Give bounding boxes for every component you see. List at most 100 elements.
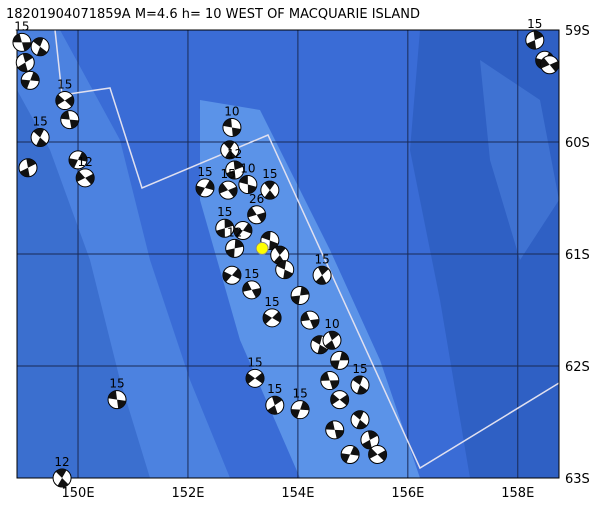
beachball-quadrant [263, 311, 282, 325]
focal-mechanism [275, 260, 295, 280]
beachball-quadrant [352, 376, 368, 395]
beachball-quadrant [223, 140, 236, 159]
beachball-quadrant [330, 351, 349, 370]
beachball-quadrant [368, 448, 387, 461]
focal-mechanism [20, 70, 40, 90]
depth-label: 15 [527, 17, 542, 31]
depth-label: 15 [314, 252, 329, 266]
focal-mechanism [368, 444, 388, 464]
graticule [17, 29, 559, 479]
focal-mechanism [225, 160, 245, 180]
focal-mechanism [322, 330, 342, 350]
beachball-quadrant [264, 181, 276, 200]
depth-label: 12 [54, 455, 69, 469]
beachball-quadrant [60, 110, 79, 129]
depth-label: 26 [249, 192, 264, 206]
focal-mechanism [245, 368, 265, 388]
depth-label: 15 [352, 362, 367, 376]
beachball-quadrant [33, 128, 47, 147]
lon-tick-label: 156E [391, 486, 424, 501]
focal-mechanism [265, 395, 285, 415]
focal-mechanism [290, 285, 310, 305]
beachball-quadrant [12, 33, 31, 51]
focal-mechanism [15, 52, 35, 72]
depth-label: 15 [264, 295, 279, 309]
beachball-quadrant [291, 401, 310, 419]
beachball-quadrant [32, 37, 48, 56]
focal-mechanism [222, 117, 242, 137]
focal-mechanism [215, 218, 235, 238]
depth-label: 15 [220, 167, 235, 181]
lat-tick-label: 63S [565, 472, 590, 487]
beachball-quadrant [246, 372, 264, 384]
depth-label: 10 [324, 317, 339, 331]
beachball-quadrant [362, 430, 378, 449]
focal-mechanism [218, 180, 238, 200]
beachball-quadrant [291, 286, 309, 305]
lon-tick-label: 150E [62, 486, 95, 501]
beachball-quadrant [239, 175, 257, 194]
focal-mechanism [350, 375, 370, 395]
beachball-quadrant [219, 183, 238, 198]
depth-label: 15 [247, 355, 262, 369]
lon-tick-label: 158E [501, 486, 534, 501]
focal-mechanism [238, 175, 258, 195]
focal-mechanism [247, 205, 267, 225]
beachball-quadrant [261, 231, 279, 250]
depth-label: 15 [244, 267, 259, 281]
focal-mechanism [330, 390, 350, 410]
beachball-quadrant [267, 396, 283, 415]
focal-mechanism [242, 280, 262, 300]
focal-mechanism [52, 468, 72, 488]
focal-mechanism [68, 150, 88, 170]
beachball-quadrant [247, 207, 266, 223]
focal-mechanism [340, 444, 360, 464]
depth-label: 15 [292, 387, 307, 401]
beachball-quadrant [195, 180, 215, 196]
beachball-quadrant [222, 268, 241, 283]
beachball-quadrant [315, 266, 329, 285]
focal-mechanism [30, 37, 50, 57]
focal-mechanism [55, 91, 75, 111]
focal-mechanism [320, 371, 340, 391]
focal-mechanism [525, 30, 545, 50]
depth-label: 15 [197, 165, 212, 179]
beachball-quadrant [325, 421, 344, 439]
focal-mechanism [75, 168, 95, 188]
focal-mechanism [312, 265, 332, 285]
depth-label: 12 [227, 225, 242, 239]
focal-mechanism [30, 128, 50, 148]
depth-label: 15 [217, 205, 232, 219]
beachball-quadrant [341, 446, 360, 463]
beachball-quadrant [324, 331, 339, 350]
beachball-quadrant [21, 72, 40, 89]
focal-mechanism [330, 350, 350, 370]
focal-mechanism [262, 308, 282, 328]
beachball-quadrant [69, 151, 88, 168]
depth-label: 10 [224, 104, 239, 118]
beachball-quadrant [19, 158, 36, 177]
depth-label: 15 [14, 19, 29, 33]
focal-mechanism [260, 180, 280, 200]
beachball-quadrant [540, 57, 559, 72]
beachball-quadrant [320, 372, 339, 390]
focal-mechanism [360, 430, 380, 450]
focal-mechanism [12, 32, 32, 52]
beachball-quadrant [353, 410, 367, 429]
focal-mechanism [225, 238, 245, 258]
focal-mechanism [60, 110, 80, 130]
lat-tick-label: 59S [565, 24, 590, 39]
depth-label: 15 [262, 167, 277, 181]
beachball-quadrant [526, 31, 544, 50]
focal-mechanism [195, 178, 215, 198]
focal-mechanism [290, 400, 310, 420]
epicenter [255, 241, 269, 255]
focal-mechanism [18, 158, 38, 178]
beachball-quadrant [55, 94, 74, 107]
map-frame [16, 29, 560, 479]
beachball-quadrant [223, 118, 241, 137]
beachball-quadrant [17, 53, 33, 72]
focal-mechanism [233, 220, 253, 240]
depth-label: 12 [78, 155, 93, 169]
title: 18201904071859A M=4.6 h= 10 WEST OF MACQ… [6, 7, 420, 22]
